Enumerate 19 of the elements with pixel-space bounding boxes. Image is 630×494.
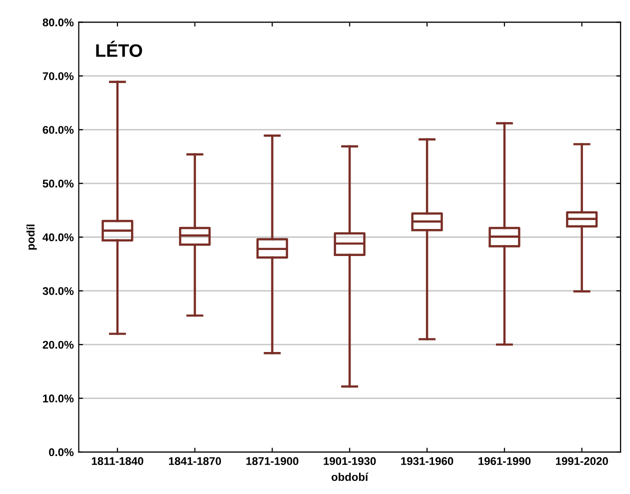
x-tick-label: 1811-1840 [92, 457, 144, 466]
y-tick-label: 80.0% [42, 18, 74, 26]
x-tick-label: 1901-1930 [324, 457, 376, 466]
y-tick-label: 50.0% [42, 180, 74, 188]
x-tick-label: 1931-1960 [401, 457, 454, 466]
y-tick-label: 10.0% [43, 394, 74, 402]
x-tick-label: 1961-1990 [478, 457, 531, 466]
x-tick-label: 1841-1870 [168, 457, 221, 466]
y-tick-label: 0.0% [49, 448, 74, 456]
x-axis-title: období [332, 472, 368, 481]
y-axis-title: podíl [26, 224, 37, 250]
y-tick-label: 20.0% [42, 340, 74, 349]
y-tick-label: 40.0% [42, 233, 74, 242]
y-tick-label: 30.0% [42, 287, 74, 295]
y-tick-label: 70.0% [42, 72, 74, 80]
x-tick-label: 1991-2020 [556, 457, 608, 466]
y-tick-label: 60.0% [42, 126, 74, 134]
x-tick-label: 1871-1900 [246, 457, 298, 466]
text: LÉTO [96, 40, 142, 57]
